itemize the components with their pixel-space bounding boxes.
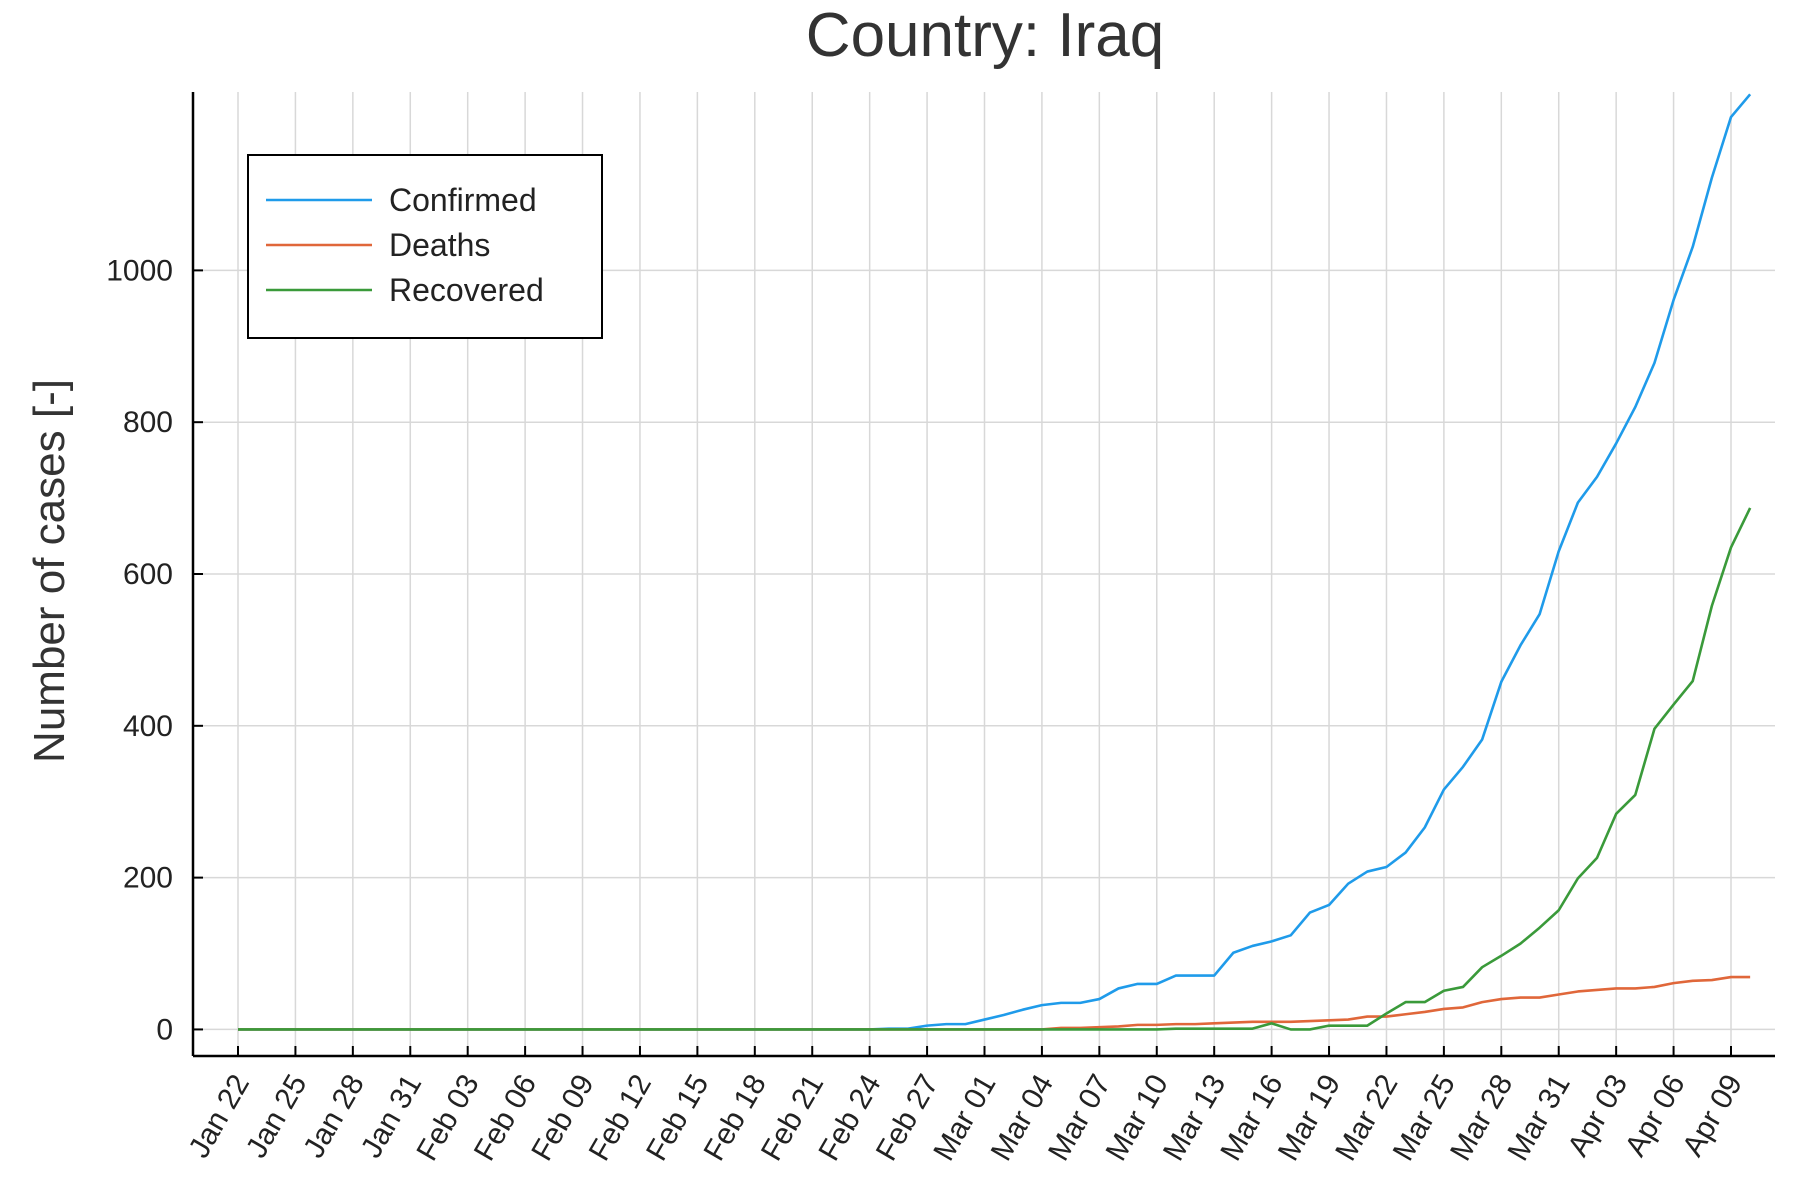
y-tick-label: 600 — [123, 558, 173, 591]
legend-label-deaths: Deaths — [389, 227, 490, 263]
y-tick-label: 1000 — [106, 254, 173, 287]
y-tick-label: 400 — [123, 710, 173, 743]
series-lines — [238, 93, 1752, 1031]
y-axis-ticks: 0 200 400 600 800 1000 — [106, 254, 203, 1046]
series-line-deaths — [238, 975, 1751, 1031]
y-axis-label: Number of cases [-] — [25, 379, 74, 763]
y-tick-label: 0 — [156, 1013, 173, 1046]
legend-label-recovered: Recovered — [389, 272, 544, 308]
legend: Confirmed Deaths Recovered — [247, 154, 603, 339]
series-line-recovered — [238, 507, 1752, 1031]
legend-label-confirmed: Confirmed — [389, 182, 537, 218]
legend-box — [247, 154, 603, 339]
y-tick-label: 200 — [123, 862, 173, 895]
y-tick-label: 800 — [123, 406, 173, 439]
chart-title: Country: Iraq — [806, 1, 1164, 70]
